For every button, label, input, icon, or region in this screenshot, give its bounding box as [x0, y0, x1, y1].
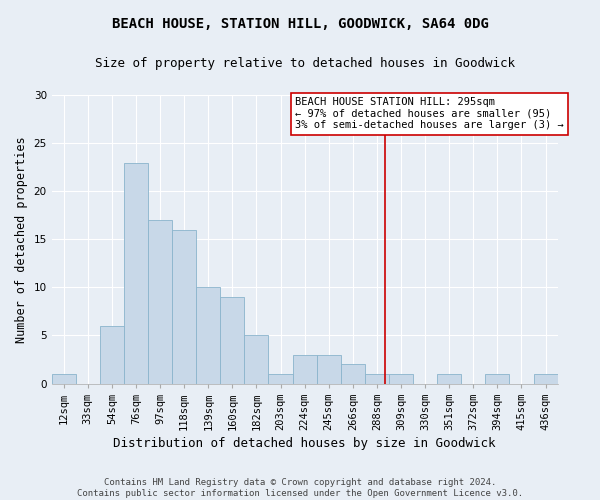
- Bar: [100, 326, 124, 384]
- Bar: [341, 364, 365, 384]
- Bar: [148, 220, 172, 384]
- Bar: [365, 374, 389, 384]
- Y-axis label: Number of detached properties: Number of detached properties: [15, 136, 28, 342]
- Bar: [220, 297, 244, 384]
- Text: BEACH HOUSE STATION HILL: 295sqm
← 97% of detached houses are smaller (95)
3% of: BEACH HOUSE STATION HILL: 295sqm ← 97% o…: [295, 97, 564, 130]
- Bar: [485, 374, 509, 384]
- Bar: [196, 288, 220, 384]
- Bar: [389, 374, 413, 384]
- Bar: [533, 374, 557, 384]
- Bar: [293, 354, 317, 384]
- Text: Contains HM Land Registry data © Crown copyright and database right 2024.
Contai: Contains HM Land Registry data © Crown c…: [77, 478, 523, 498]
- X-axis label: Distribution of detached houses by size in Goodwick: Distribution of detached houses by size …: [113, 437, 496, 450]
- Bar: [124, 162, 148, 384]
- Text: BEACH HOUSE, STATION HILL, GOODWICK, SA64 0DG: BEACH HOUSE, STATION HILL, GOODWICK, SA6…: [112, 18, 488, 32]
- Bar: [437, 374, 461, 384]
- Bar: [317, 354, 341, 384]
- Title: Size of property relative to detached houses in Goodwick: Size of property relative to detached ho…: [95, 58, 515, 70]
- Bar: [244, 336, 268, 384]
- Bar: [172, 230, 196, 384]
- Bar: [268, 374, 293, 384]
- Bar: [52, 374, 76, 384]
